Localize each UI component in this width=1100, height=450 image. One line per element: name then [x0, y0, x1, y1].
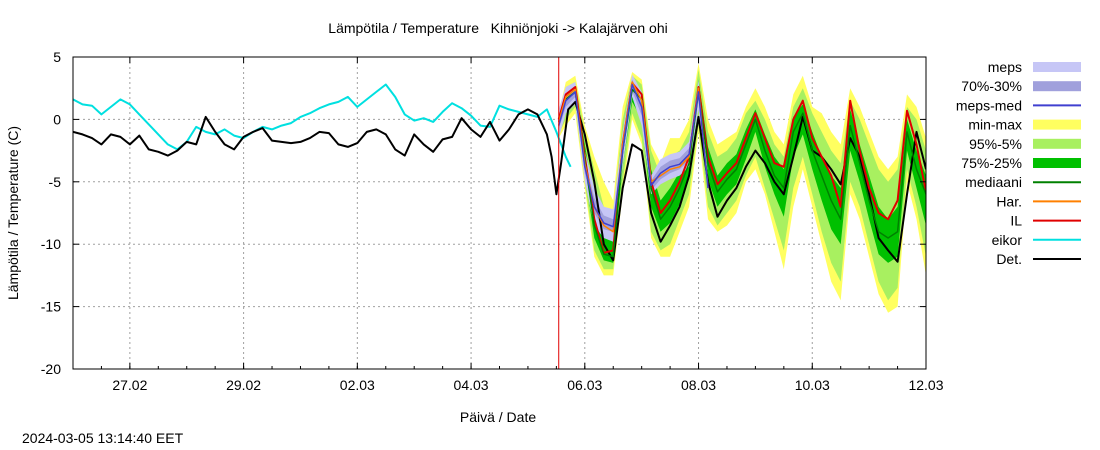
y-tick-label: 5 — [53, 49, 61, 65]
legend-swatch — [1033, 62, 1081, 72]
series-line-mediaani — [557, 88, 926, 258]
legend-label: IL — [1010, 213, 1022, 229]
band-75-25- — [558, 79, 926, 263]
legend-swatch — [1033, 138, 1081, 149]
legend-swatch — [1033, 119, 1081, 130]
ensemble-bands — [558, 63, 926, 313]
x-tick-label: 10.03 — [795, 377, 830, 393]
x-tick-label: 04.03 — [454, 377, 489, 393]
axis-ticks: 5 0 -5 -10 -15 -20 27.02 29.02 02.03 04.03 06.03 08… — [41, 49, 944, 393]
y-tick-label: -20 — [41, 361, 61, 377]
band-meps — [558, 74, 708, 242]
x-tick-label: 12.03 — [908, 377, 943, 393]
series-line-det- — [73, 100, 926, 263]
series-lines — [73, 81, 926, 263]
y-tick-label: -10 — [41, 236, 61, 252]
legend-swatch — [1033, 81, 1081, 92]
legend: meps 70%-30% meps-med min-max 95%-5% 75%-25% m… — [956, 59, 1081, 267]
legend-label: 95%-5% — [969, 136, 1022, 152]
y-tick-label: 0 — [53, 111, 61, 127]
legend-label: 75%-25% — [961, 155, 1022, 171]
legend-label: meps-med — [956, 97, 1022, 113]
x-tick-label: 02.03 — [340, 377, 375, 393]
legend-label: 70%-30% — [961, 78, 1022, 94]
legend-label: Det. — [996, 251, 1022, 267]
legend-label: min-max — [968, 117, 1022, 133]
x-axis-label: Päivä / Date — [460, 409, 536, 425]
legend-label: eikor — [992, 232, 1023, 248]
x-tick-label: 06.03 — [567, 377, 602, 393]
y-tick-label: -15 — [41, 299, 61, 315]
timestamp: 2024-03-05 13:14:40 EET — [22, 430, 184, 446]
legend-label: mediaani — [965, 174, 1022, 190]
band-95-5- — [558, 69, 926, 301]
legend-label: Har. — [996, 193, 1022, 209]
legend-swatch — [1033, 158, 1081, 168]
x-tick-label: 29.02 — [226, 377, 261, 393]
chart-title: Lämpötila / Temperature Kihniönjoki -> K… — [328, 20, 667, 36]
x-tick-label: 08.03 — [681, 377, 716, 393]
legend-label: meps — [988, 59, 1022, 75]
x-tick-label: 27.02 — [112, 377, 147, 393]
band-70-30- — [558, 79, 708, 232]
y-axis-label: Lämpötila / Temperature (C) — [5, 126, 21, 300]
y-tick-label: -5 — [49, 174, 62, 190]
series-line-meps-med — [557, 83, 709, 228]
series-line-eikor — [73, 83, 572, 168]
